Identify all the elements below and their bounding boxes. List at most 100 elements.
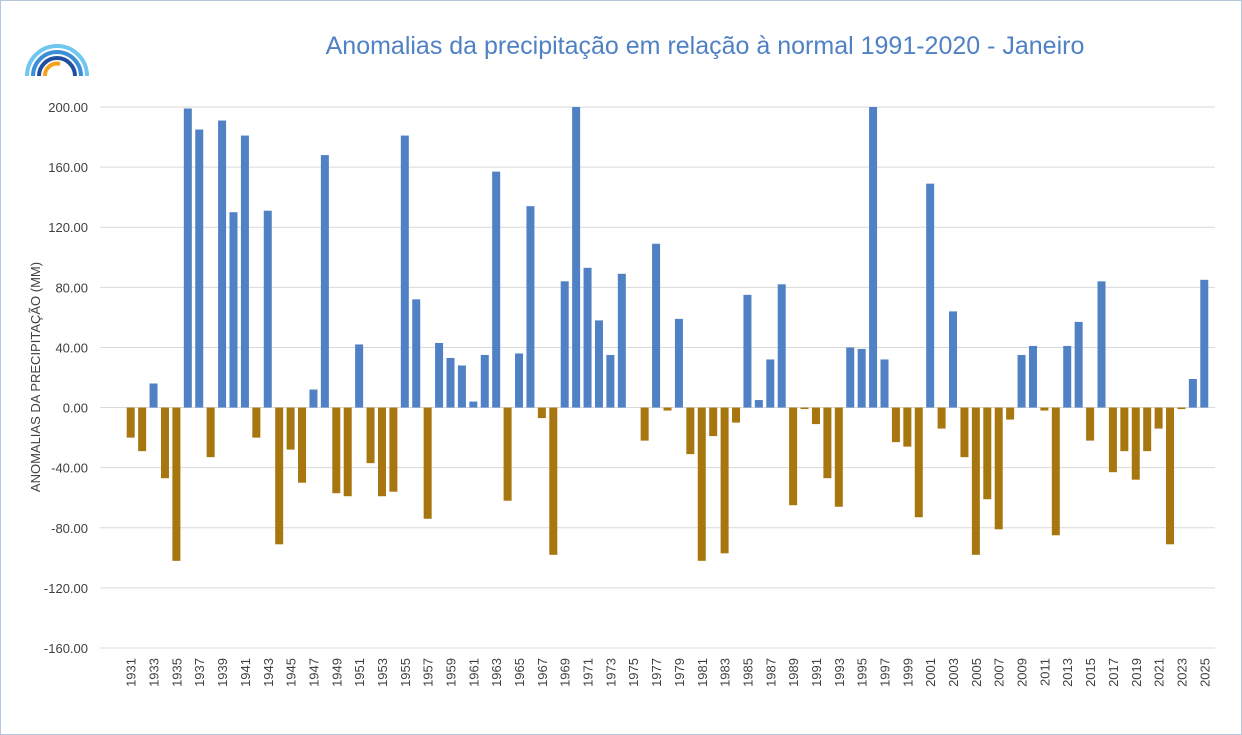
bar [1143, 407, 1152, 452]
bar [903, 407, 912, 447]
y-tick-label: 80.00 [55, 280, 88, 295]
bar [206, 407, 215, 458]
bar [949, 311, 958, 408]
bar [537, 407, 546, 419]
logo [25, 44, 89, 77]
bar [811, 407, 820, 425]
bar [720, 407, 729, 554]
x-tick-label: 1965 [512, 658, 527, 687]
x-tick-label: 1967 [535, 658, 550, 687]
bar [320, 155, 329, 408]
bar [606, 354, 615, 408]
x-tick-label: 1999 [900, 658, 915, 687]
chart-title: Anomalias da precipitação em relação à n… [326, 32, 1085, 60]
x-tick-label: 1977 [649, 658, 664, 687]
bar [1017, 354, 1026, 408]
bar [652, 243, 661, 408]
x-tick-label: 1995 [855, 658, 870, 687]
x-tick-label: 1991 [809, 658, 824, 687]
bar [971, 407, 980, 555]
bar [594, 320, 603, 408]
x-tick-label: 1947 [306, 658, 321, 687]
bar [697, 407, 706, 561]
bar [503, 407, 512, 501]
bar [754, 400, 763, 408]
bar [1086, 407, 1095, 441]
bar [263, 210, 272, 408]
bar [766, 359, 775, 408]
bar [743, 294, 752, 408]
bar [446, 357, 455, 408]
bar [663, 407, 672, 411]
bar [994, 407, 1003, 530]
bar [343, 407, 352, 497]
x-tick-label: 1943 [261, 658, 276, 687]
x-tick-label: 2021 [1152, 658, 1167, 687]
bar [1040, 407, 1049, 411]
bar [366, 407, 375, 464]
x-tick-label: 2017 [1106, 658, 1121, 687]
bar [457, 365, 466, 408]
x-tick-label: 1953 [375, 658, 390, 687]
x-tick-label: 2015 [1083, 658, 1098, 687]
bar [126, 407, 135, 438]
x-tick-label: 1959 [444, 658, 459, 687]
bar [1074, 321, 1083, 408]
bar [1051, 407, 1060, 536]
bar [1028, 345, 1037, 408]
bar [869, 107, 878, 408]
x-tick-label: 1935 [169, 658, 184, 687]
y-tick-label: -160.00 [44, 641, 88, 656]
bar [583, 267, 592, 408]
x-tick-label: 1963 [489, 658, 504, 687]
bar [195, 129, 204, 408]
bar [880, 359, 889, 408]
bar [469, 401, 478, 408]
bar [492, 171, 501, 408]
bar [138, 407, 147, 452]
x-tick-label: 2005 [969, 658, 984, 687]
bar [480, 354, 489, 408]
x-tick-label: 1933 [147, 658, 162, 687]
bar [1154, 407, 1163, 429]
bar [891, 407, 900, 443]
x-tick-label: 2007 [992, 658, 1007, 687]
bar [846, 347, 855, 408]
bar [1166, 407, 1175, 545]
bar [617, 273, 626, 408]
x-tick-label: 1951 [352, 658, 367, 687]
x-tick-label: 1981 [695, 658, 710, 687]
x-tick-label: 1949 [329, 658, 344, 687]
y-tick-label: -80.00 [51, 521, 88, 536]
bar [298, 407, 307, 483]
bar [789, 407, 798, 506]
x-tick-label: 1975 [626, 658, 641, 687]
x-tick-label: 1961 [466, 658, 481, 687]
x-tick-label: 2025 [1197, 658, 1212, 687]
bar [674, 318, 683, 408]
x-tick-label: 1955 [398, 658, 413, 687]
y-tick-label: 200.00 [48, 100, 88, 115]
bar [834, 407, 843, 507]
bar [1131, 407, 1140, 480]
bar [218, 120, 227, 408]
x-tick-label: 2013 [1060, 658, 1075, 687]
bar [857, 348, 866, 408]
x-tick-label: 1971 [581, 658, 596, 687]
bar [983, 407, 992, 500]
bar [389, 407, 398, 492]
bar [686, 407, 695, 455]
bar [1063, 345, 1072, 408]
x-tick-label: 1983 [718, 658, 733, 687]
x-tick-label: 2009 [1015, 658, 1030, 687]
bar [377, 407, 386, 497]
x-tick-label: 1973 [603, 658, 618, 687]
x-tick-label: 1997 [878, 658, 893, 687]
y-tick-label: 120.00 [48, 220, 88, 235]
bar [423, 407, 432, 519]
y-tick-label: -40.00 [51, 461, 88, 476]
bar [400, 135, 409, 408]
x-tick-label: 1985 [740, 658, 755, 687]
y-axis-label: ANOMALIAS DA PRECIPITAÇÃO (MM) [28, 262, 43, 492]
